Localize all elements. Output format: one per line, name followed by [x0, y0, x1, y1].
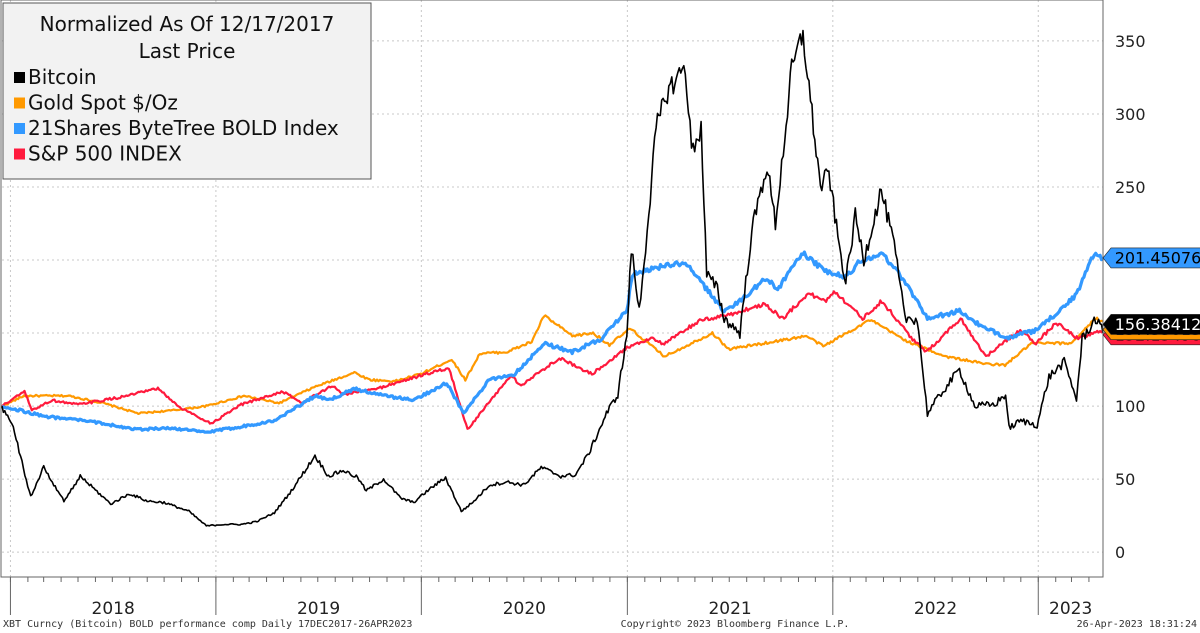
axis-layer: 0501001502002503003502018201920202021202… [9, 32, 1146, 619]
x-tick-label: 2018 [92, 599, 135, 619]
end-label-value: 201.45076 [1115, 248, 1200, 267]
end-label-21shares-bytetree-bold-index: 201.45076 [1102, 247, 1200, 269]
legend-swatch-21shares-bytetree-bold-index [14, 123, 25, 134]
x-tick-label: 2021 [708, 599, 751, 619]
series-layer [1, 29, 1104, 527]
legend-label-bitcoin: Bitcoin [28, 65, 97, 89]
y-tick-label: 350 [1115, 32, 1146, 51]
legend-subtitle: Last Price [139, 39, 236, 63]
x-tick-label: 2022 [914, 599, 957, 619]
legend-swatch-bitcoin [14, 72, 25, 83]
legend-label-21shares-bytetree-bold-index: 21Shares ByteTree BOLD Index [28, 116, 339, 140]
end-label-badge [1102, 314, 1200, 335]
end-label-value: 156.38412 [1115, 315, 1200, 334]
y-tick-label: 250 [1115, 178, 1146, 197]
legend-label-gold-spot-oz: Gold Spot $/Oz [28, 91, 178, 115]
y-tick-label: 100 [1115, 397, 1146, 416]
footer-left: XBT Curncy (Bitcoin) BOLD performance co… [3, 619, 412, 630]
y-tick-label: 300 [1115, 105, 1146, 124]
legend-title: Normalized As Of 12/17/2017 [40, 12, 335, 36]
plot-frame [0, 0, 1104, 578]
end-label-bitcoin: 156.38412 [1102, 314, 1200, 335]
series-line-bitcoin [1, 29, 1104, 527]
series-line-21shares-bytetree-bold-index [1, 250, 1104, 434]
end-label-layer: 201.45076152.15498157.33015156.38412 [1102, 247, 1200, 346]
y-tick-label: 50 [1115, 470, 1135, 489]
y-tick-label: 0 [1115, 543, 1125, 562]
x-tick-label: 2020 [503, 599, 546, 619]
x-tick-label: 2023 [1049, 599, 1092, 619]
x-tick-label: 2019 [297, 599, 340, 619]
legend-swatch-gold-spot-oz [14, 97, 25, 109]
legend-swatch-s-p-500-index [14, 148, 25, 160]
end-label-badge [1102, 247, 1200, 269]
legend-label-s-p-500-index: S&P 500 INDEX [28, 142, 182, 166]
footer-timestamp: 26-Apr-2023 18:31:24 [1077, 619, 1197, 630]
grid-layer [2, 0, 1103, 577]
footer-copyright: Copyright© 2023 Bloomberg Finance L.P. [621, 619, 850, 630]
footer: XBT Curncy (Bitcoin) BOLD performance co… [3, 619, 1197, 630]
series-line-s-p-500-index [1, 290, 1104, 430]
legend: Normalized As Of 12/17/2017 Last Price B… [2, 2, 372, 180]
legend-box [2, 2, 372, 180]
